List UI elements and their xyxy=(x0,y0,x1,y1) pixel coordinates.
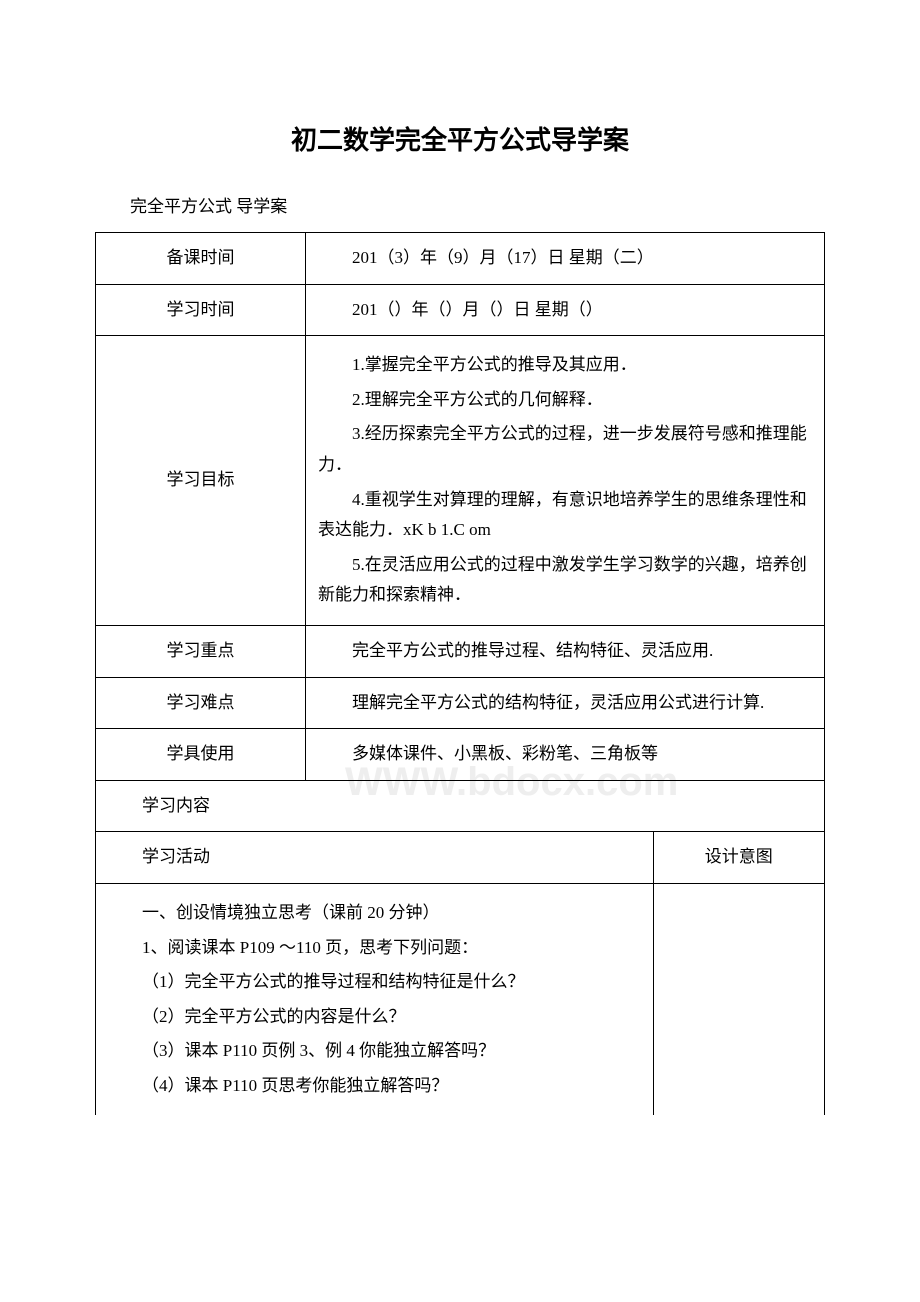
row-label: 学习重点 xyxy=(96,625,306,677)
row-content: 完全平方公式的推导过程、结构特征、灵活应用. xyxy=(306,625,825,677)
objective-item: 1.掌握完全平方公式的推导及其应用． xyxy=(318,350,812,381)
row-label: 备课时间 xyxy=(96,233,306,285)
activity-item: （3）课本 P110 页例 3、例 4 你能独立解答吗？ xyxy=(108,1036,641,1067)
row-label: 学具使用 xyxy=(96,729,306,781)
activity-item: （4）课本 P110 页思考你能独立解答吗？ xyxy=(108,1071,641,1102)
document-title: 初二数学完全平方公式导学案 xyxy=(95,120,825,157)
row-label: 学习时间 xyxy=(96,284,306,336)
activity-item: 一、创设情境独立思考（课前 20 分钟） xyxy=(108,898,641,929)
objective-item: 3.经历探索完全平方公式的过程，进一步发展符号感和推理能力． xyxy=(318,419,812,480)
objective-item: 5.在灵活应用公式的过程中激发学生学习数学的兴趣，培养创新能力和探索精神． xyxy=(318,550,812,611)
objective-item: 4.重视学生对算理的理解，有意识地培养学生的思维条理性和表达能力．xK b 1.… xyxy=(318,485,812,546)
row-content: 理解完全平方公式的结构特征，灵活应用公式进行计算. xyxy=(306,677,825,729)
row-content: 1.掌握完全平方公式的推导及其应用． 2.理解完全平方公式的几何解释． 3.经历… xyxy=(306,336,825,626)
table-row: 学习难点 理解完全平方公式的结构特征，灵活应用公式进行计算. xyxy=(96,677,825,729)
activity-content: 一、创设情境独立思考（课前 20 分钟） 1、阅读课本 P109 ～110 页，… xyxy=(96,883,654,1115)
table-row: 学习内容 xyxy=(96,780,825,832)
activity-header: 学习活动 xyxy=(96,832,654,884)
row-content: 201（3）年（9）月（17）日 星期（二） xyxy=(306,233,825,285)
intent-header: 设计意图 xyxy=(653,832,824,884)
lesson-plan-table: 备课时间 201（3）年（9）月（17）日 星期（二） 学习时间 201（）年（… xyxy=(95,232,825,1115)
activity-item: （1）完全平方公式的推导过程和结构特征是什么？ xyxy=(108,967,641,998)
activity-item: （2）完全平方公式的内容是什么？ xyxy=(108,1002,641,1033)
document-subtitle: 完全平方公式 导学案 xyxy=(95,192,825,217)
row-label: 学习难点 xyxy=(96,677,306,729)
intent-content xyxy=(653,883,824,1115)
table-row: 学习目标 1.掌握完全平方公式的推导及其应用． 2.理解完全平方公式的几何解释．… xyxy=(96,336,825,626)
row-content: 201（）年（）月（）日 星期（） xyxy=(306,284,825,336)
section-header: 学习内容 xyxy=(96,780,825,832)
table-row: 一、创设情境独立思考（课前 20 分钟） 1、阅读课本 P109 ～110 页，… xyxy=(96,883,825,1115)
objective-item: 2.理解完全平方公式的几何解释． xyxy=(318,385,812,416)
row-content: 多媒体课件、小黑板、彩粉笔、三角板等 xyxy=(306,729,825,781)
table-row: 学具使用 多媒体课件、小黑板、彩粉笔、三角板等 xyxy=(96,729,825,781)
row-label: 学习目标 xyxy=(96,336,306,626)
table-row: 学习活动 设计意图 xyxy=(96,832,825,884)
activity-item: 1、阅读课本 P109 ～110 页，思考下列问题： xyxy=(108,933,641,964)
table-row: 学习重点 完全平方公式的推导过程、结构特征、灵活应用. xyxy=(96,625,825,677)
table-row: 学习时间 201（）年（）月（）日 星期（） xyxy=(96,284,825,336)
table-row: 备课时间 201（3）年（9）月（17）日 星期（二） xyxy=(96,233,825,285)
